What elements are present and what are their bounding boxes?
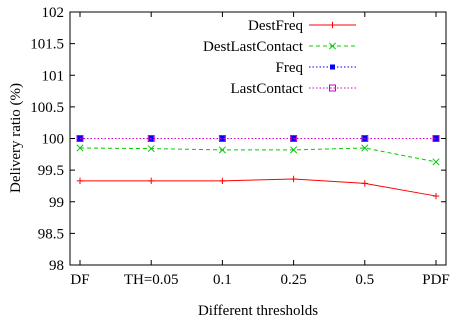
data-point xyxy=(148,177,155,185)
legend-marker xyxy=(329,21,336,29)
legend-marker xyxy=(329,84,336,92)
data-point xyxy=(219,177,226,185)
y-tick-label: 101.5 xyxy=(30,37,64,53)
data-point xyxy=(219,136,225,141)
data-point xyxy=(147,135,155,142)
x-tick-label: DF xyxy=(70,272,89,288)
legend-entry: Freq xyxy=(276,60,356,76)
data-point xyxy=(147,145,155,153)
data-point xyxy=(432,158,440,166)
y-tick-label: 100 xyxy=(42,132,65,148)
legend-marker xyxy=(330,64,335,70)
y-tick-label: 98.5 xyxy=(38,226,64,242)
x-tick-label: PDF xyxy=(422,272,450,288)
data-point xyxy=(361,135,369,142)
data-point xyxy=(76,135,84,142)
data-point xyxy=(432,135,440,142)
plot-frame xyxy=(69,11,447,266)
legend-label: DestLastContact xyxy=(203,39,304,55)
data-point xyxy=(218,135,226,142)
series-line-destlastcontact xyxy=(79,147,437,163)
y-tick-label: 102 xyxy=(42,5,65,21)
legend-marker xyxy=(328,42,337,50)
x-axis-label: Different thresholds xyxy=(198,303,318,319)
legend-entry: LastContact xyxy=(231,81,356,97)
data-point xyxy=(361,144,369,152)
data-point xyxy=(290,146,298,154)
y-tick-label: 99.5 xyxy=(38,163,64,179)
y-tick-label: 100.5 xyxy=(30,100,64,116)
legend-label: DestFreq xyxy=(248,18,303,34)
x-tick-label: 0.5 xyxy=(355,272,374,288)
data-point xyxy=(290,135,298,142)
data-point xyxy=(290,175,297,183)
y-tick-label: 101 xyxy=(42,68,65,84)
x-tick-label: 0.25 xyxy=(280,272,306,288)
data-point xyxy=(218,146,226,154)
data-point xyxy=(76,177,84,185)
y-axis-label: Delivery ratio (%) xyxy=(8,83,24,193)
series-line-destfreq xyxy=(80,178,437,197)
legend-entry: DestLastContact xyxy=(203,39,356,55)
legend-label: Freq xyxy=(276,60,304,76)
legend-label: LastContact xyxy=(231,81,304,97)
data-point xyxy=(432,192,440,200)
data-point xyxy=(361,180,368,187)
legend-entry: DestFreq xyxy=(248,18,356,34)
y-tick-label: 98 xyxy=(49,258,64,274)
y-tick-label: 99 xyxy=(49,195,64,211)
data-point xyxy=(76,144,84,152)
data-point xyxy=(433,136,439,141)
x-tick-label: 0.1 xyxy=(213,272,232,288)
x-tick-label: TH=0.05 xyxy=(124,272,179,288)
